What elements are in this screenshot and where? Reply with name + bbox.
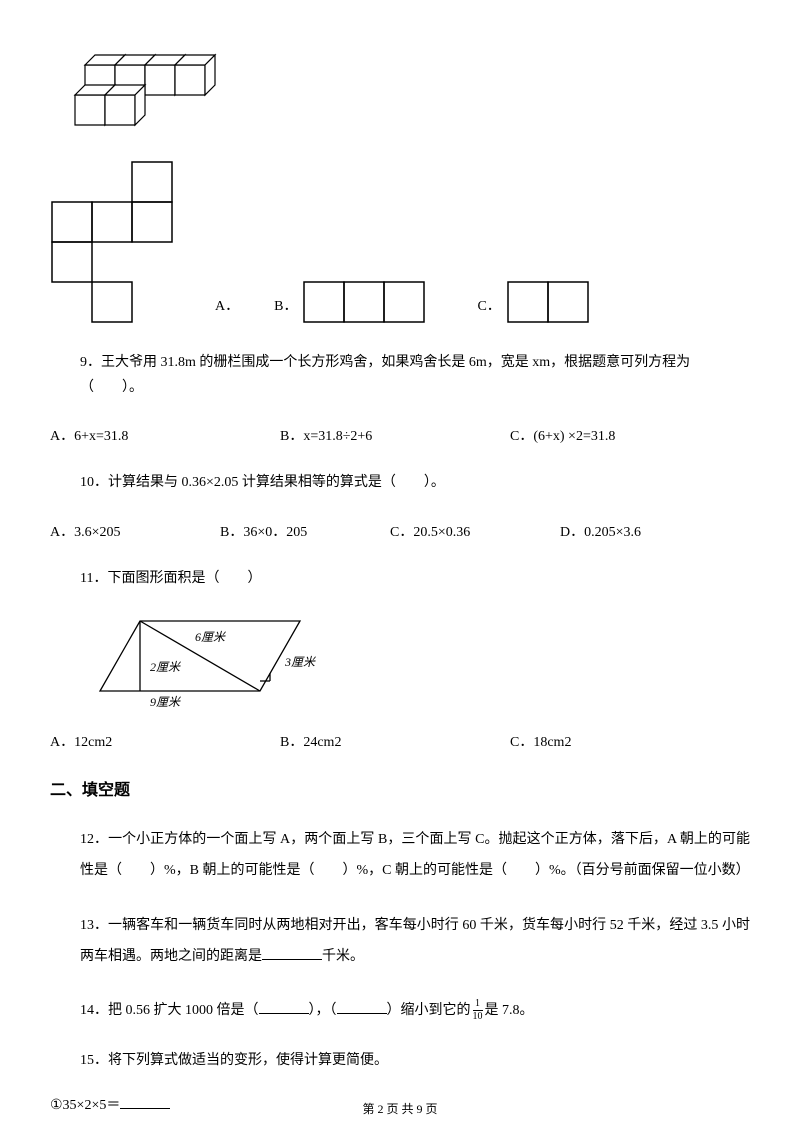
q8-shape-c xyxy=(506,280,591,325)
q10-choice-b: B．36×0．205 xyxy=(220,521,390,541)
q14-t4: 是 7.8。 xyxy=(485,1003,534,1018)
q8-label-a: A． xyxy=(215,295,239,315)
q11-choice-b: B．24cm2 xyxy=(280,731,510,751)
page-footer: 第 2 页 共 9 页 xyxy=(0,1100,800,1117)
q11-text: 11．下面图形面积是（ ） xyxy=(80,566,750,591)
q8-option-b: B． xyxy=(274,280,427,325)
q8-label-b: B． xyxy=(274,295,297,315)
q13-t2: 千米。 xyxy=(322,949,364,964)
section-2-title: 二、填空题 xyxy=(50,776,750,800)
q14-t1: 14．把 0.56 扩大 1000 倍是（ xyxy=(80,1003,259,1018)
q10-choice-d: D．0.205×3.6 xyxy=(560,521,641,541)
q14-t3: ）缩小到它的 xyxy=(387,1003,471,1018)
q8-options: A． B． C． xyxy=(50,160,750,325)
q8-option-a: A． xyxy=(50,160,244,325)
q14-blank1 xyxy=(259,1000,309,1014)
q10-choices: A．3.6×205 B．36×0．205 C．20.5×0.36 D．0.205… xyxy=(50,521,750,541)
q14-frac-num: 1 xyxy=(473,999,483,1011)
q8-label-c: C． xyxy=(477,295,500,315)
q12-text: 12．一个小正方体的一个面上写 A，两个面上写 B，三个面上写 C。抛起这个正方… xyxy=(80,825,750,887)
q9-choice-c: C．(6+x) ×2=31.8 xyxy=(510,425,615,445)
q10-text: 10．计算结果与 0.36×2.05 计算结果相等的算式是（ ）。 xyxy=(80,470,750,495)
q9-choices: A．6+x=31.8 B．x=31.8÷2+6 C．(6+x) ×2=31.8 xyxy=(50,425,750,445)
q11-label-bottom: 9厘米 xyxy=(150,695,182,709)
q13-blank xyxy=(262,946,322,960)
q14-fraction: 110 xyxy=(473,999,483,1022)
q8-cubes-figure xyxy=(70,40,750,145)
q9-choice-a: A．6+x=31.8 xyxy=(50,425,280,445)
q14-t2: ），（ xyxy=(309,1003,337,1018)
q10-choice-a: A．3.6×205 xyxy=(50,521,220,541)
q8-shape-a xyxy=(50,160,215,325)
q11-label-mid: 2厘米 xyxy=(150,660,182,674)
q13-text: 13．一辆客车和一辆货车同时从两地相对开出，客车每小时行 60 千米，货车每小时… xyxy=(80,911,750,973)
q14-blank2 xyxy=(337,1000,387,1014)
q8-shape-b xyxy=(302,280,427,325)
q11-figure: 6厘米 2厘米 3厘米 9厘米 xyxy=(80,611,750,716)
q11-choices: A．12cm2 B．24cm2 C．18cm2 xyxy=(50,731,750,751)
q9-choice-b: B．x=31.8÷2+6 xyxy=(280,425,510,445)
q15-text: 15．将下列算式做适当的变形，使得计算更简便。 xyxy=(80,1048,750,1073)
q11-label-right: 3厘米 xyxy=(284,655,317,669)
q11-choice-c: C．18cm2 xyxy=(510,731,571,751)
q14-frac-den: 10 xyxy=(473,1011,483,1022)
q11-choice-a: A．12cm2 xyxy=(50,731,280,751)
q8-option-c: C． xyxy=(477,280,590,325)
q10-choice-c: C．20.5×0.36 xyxy=(390,521,560,541)
q9-text: 9．王大爷用 31.8m 的栅栏围成一个长方形鸡舍，如果鸡舍长是 6m，宽是 x… xyxy=(80,350,750,400)
q14-text: 14．把 0.56 扩大 1000 倍是（ ），（ ）缩小到它的110是 7.8。 xyxy=(80,998,750,1023)
q11-label-top: 6厘米 xyxy=(195,630,227,644)
q13-t1: 13．一辆客车和一辆货车同时从两地相对开出，客车每小时行 60 千米，货车每小时… xyxy=(80,918,750,964)
